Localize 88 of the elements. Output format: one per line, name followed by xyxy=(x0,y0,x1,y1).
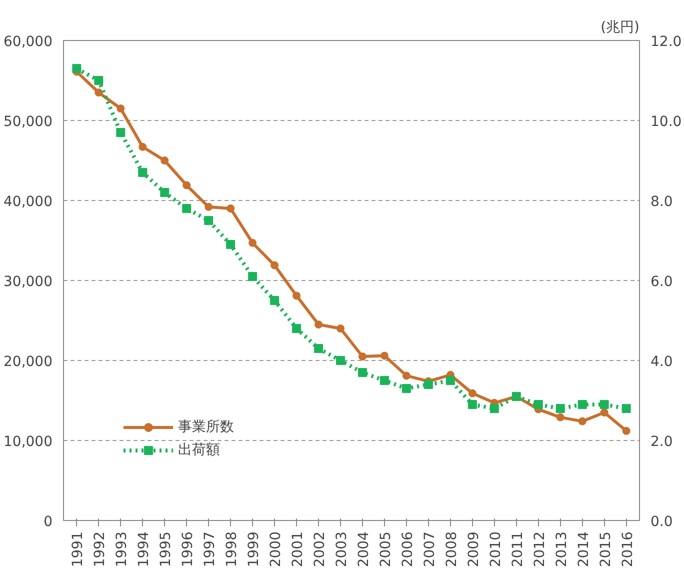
point xyxy=(248,238,257,247)
point xyxy=(204,216,214,225)
x-tick-label: 2016 xyxy=(620,531,636,568)
y-tick-label: 60,000 xyxy=(4,34,53,50)
x-tick-label: 2005 xyxy=(378,531,394,568)
x-tick-label: 2002 xyxy=(312,531,328,568)
x-tick-label: 2000 xyxy=(268,531,284,568)
point xyxy=(226,240,236,249)
point xyxy=(204,202,213,211)
point xyxy=(402,384,411,393)
x-tick-label: 1997 xyxy=(202,531,218,568)
y2-tick-label: 10.0 xyxy=(650,114,682,130)
x-tick-label: 2004 xyxy=(356,531,372,568)
point xyxy=(270,296,280,305)
x-tick-label: 1999 xyxy=(246,531,262,568)
point xyxy=(358,368,367,377)
y2-tick-label: 2.0 xyxy=(650,434,673,450)
y-tick-label: 20,000 xyxy=(4,354,53,370)
point xyxy=(424,380,433,389)
x-tick-label: 2003 xyxy=(334,531,350,568)
point xyxy=(622,404,631,413)
point xyxy=(116,128,126,137)
point xyxy=(138,168,148,177)
x-tick-label: 2007 xyxy=(422,531,438,568)
x-tick-label: 2009 xyxy=(466,531,482,568)
y2-tick-label: 12.0 xyxy=(650,34,682,50)
point xyxy=(292,292,301,300)
x-tick-label: 1991 xyxy=(70,531,86,568)
point xyxy=(248,272,258,281)
point xyxy=(556,404,565,413)
point xyxy=(600,400,609,409)
y-tick-label: 50,000 xyxy=(4,114,53,130)
y-tick-label: 0 xyxy=(44,514,53,530)
x-tick-label: 2011 xyxy=(510,531,526,568)
y2-axis-title: (兆円) xyxy=(600,20,640,36)
y-tick-label: 30,000 xyxy=(4,274,53,290)
x-tick-label: 2001 xyxy=(290,531,306,568)
point xyxy=(358,352,366,360)
x-tick-label: 1995 xyxy=(158,531,174,568)
point xyxy=(94,88,103,96)
x-tick-label: 1996 xyxy=(180,531,196,568)
point xyxy=(314,344,324,353)
point xyxy=(72,64,82,73)
point xyxy=(534,400,543,409)
point xyxy=(182,204,192,213)
point xyxy=(314,320,323,328)
point xyxy=(578,417,586,426)
y2-tick-label: 0.0 xyxy=(650,514,673,530)
x-tick-label: 2015 xyxy=(598,531,614,568)
point xyxy=(182,181,191,190)
legend-label: 出荷額 xyxy=(178,441,220,459)
point xyxy=(468,389,476,398)
y2-tick-label: 8.0 xyxy=(650,194,673,210)
legend-label: 事業所数 xyxy=(178,418,234,436)
point xyxy=(578,400,587,409)
x-tick-label: 1998 xyxy=(224,531,240,568)
x-tick-label: 2012 xyxy=(532,531,548,568)
point xyxy=(336,324,345,332)
point xyxy=(468,400,477,409)
point xyxy=(490,404,499,413)
point xyxy=(380,352,388,360)
point xyxy=(402,372,410,380)
x-tick-label: 2006 xyxy=(400,531,416,568)
point xyxy=(160,156,169,164)
point xyxy=(292,324,302,333)
y2-tick-label: 4.0 xyxy=(650,354,673,370)
point xyxy=(446,376,455,385)
x-tick-label: 2010 xyxy=(488,531,504,568)
point xyxy=(94,76,104,85)
point xyxy=(270,261,279,270)
x-tick-label: 1994 xyxy=(136,531,152,568)
point xyxy=(226,204,235,212)
x-tick-label: 2013 xyxy=(554,531,570,568)
x-tick-label: 2008 xyxy=(444,531,460,568)
x-tick-label: 2014 xyxy=(576,531,592,568)
y-tick-label: 10,000 xyxy=(4,434,53,450)
point xyxy=(160,188,170,197)
point xyxy=(622,426,630,435)
point xyxy=(380,376,389,385)
x-tick-label: 1993 xyxy=(114,531,130,568)
point xyxy=(336,356,346,365)
y2-tick-label: 6.0 xyxy=(650,274,673,290)
point xyxy=(600,408,608,416)
y-tick-label: 40,000 xyxy=(4,194,53,210)
point xyxy=(138,142,147,151)
point xyxy=(116,104,125,112)
x-tick-label: 1992 xyxy=(92,531,108,568)
point xyxy=(556,413,564,422)
